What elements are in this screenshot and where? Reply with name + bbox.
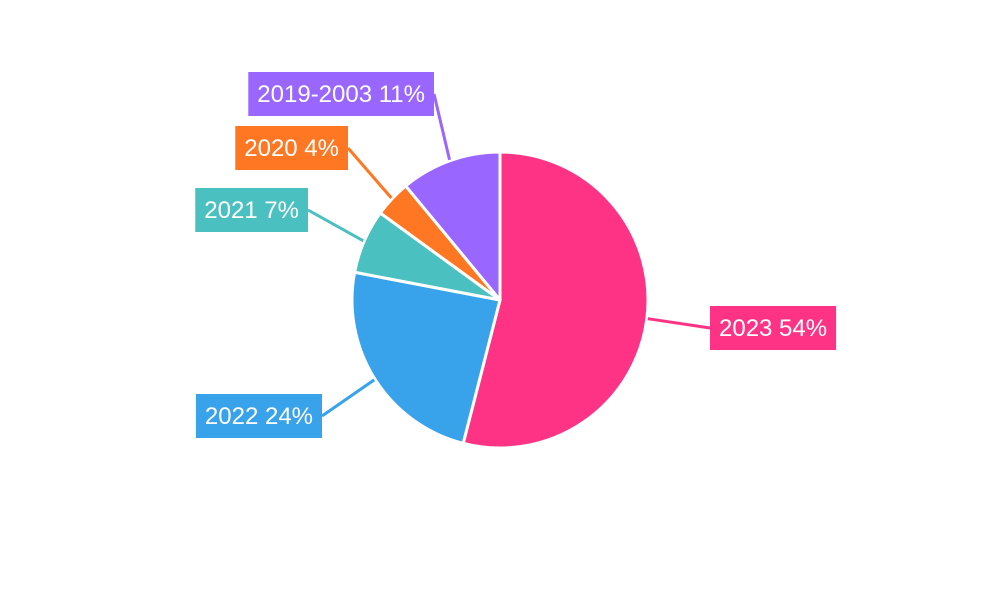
data-label-2019-2003: 2019-2003 11% xyxy=(248,72,434,116)
data-label-2021: 2021 7% xyxy=(195,188,308,232)
slices-layer xyxy=(350,150,650,450)
data-label-box xyxy=(248,72,434,116)
data-labels-layer: 2023 54% 2022 24% 2021 7% 2020 4% 2019-2003 … xyxy=(195,72,837,438)
data-label-box xyxy=(235,126,348,170)
leader-line-2022 xyxy=(321,378,376,418)
data-label-2020: 2020 4% xyxy=(235,126,348,170)
data-label-box xyxy=(710,306,837,350)
pie-slice-2023[interactable] xyxy=(461,150,650,450)
data-label-2023: 2023 54% xyxy=(710,306,837,350)
leader-line-2023 xyxy=(647,317,711,330)
leader-line-2021 xyxy=(307,208,364,243)
data-label-box xyxy=(195,394,322,438)
leader-line-2020 xyxy=(346,147,393,199)
data-label-text: 2022 24% xyxy=(205,403,313,430)
data-label-text: 2019-2003 11% xyxy=(257,81,425,108)
pie-slice-2019-2003[interactable] xyxy=(404,150,502,302)
pie-slice-2022[interactable] xyxy=(350,270,502,445)
data-label-text: 2021 7% xyxy=(204,197,299,224)
data-label-2022: 2022 24% xyxy=(195,394,322,438)
data-label-text: 2023 54% xyxy=(719,315,827,342)
data-label-box xyxy=(195,188,308,232)
leader-lines-layer xyxy=(307,93,711,418)
leader-line-2019-2003 xyxy=(432,93,451,161)
data-label-text: 2020 4% xyxy=(244,135,339,162)
